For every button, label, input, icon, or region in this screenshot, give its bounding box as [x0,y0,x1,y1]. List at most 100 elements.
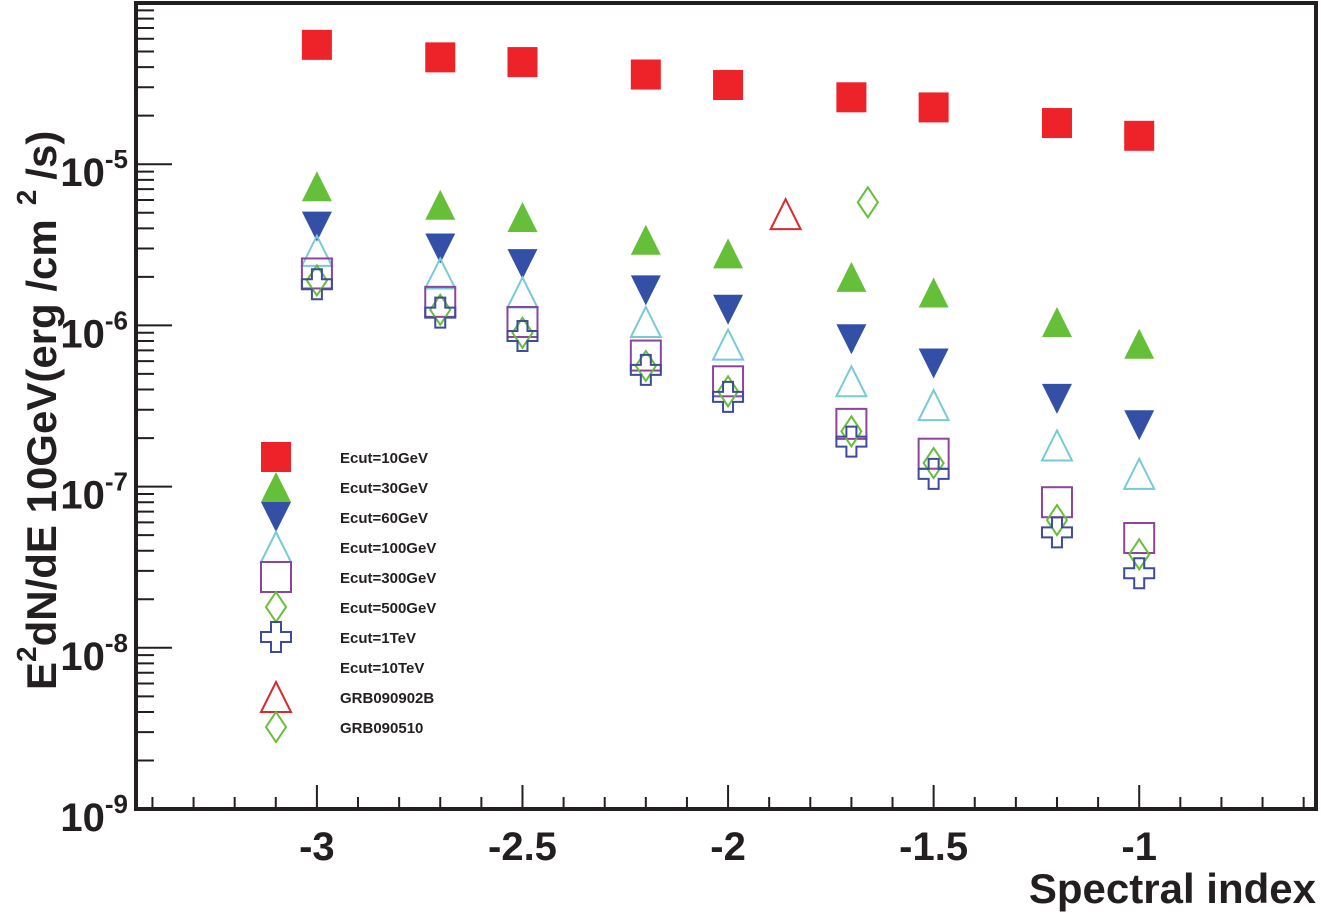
data-point [301,29,332,60]
y-title-sup2: 2 [11,190,42,206]
y-title-end: /s) [18,131,65,180]
data-point [917,387,951,422]
data-point [1041,383,1072,414]
data-point [506,319,539,352]
data-point [506,305,539,338]
y-tick-label: 10-8 [60,628,128,679]
x-tick-labels: -3 -2.5 -2 -1.5 -1 [299,825,1157,869]
data-point [301,171,332,202]
data-point [1041,306,1072,337]
data-point [917,437,950,470]
y-title-sup1: 2 [11,646,42,662]
data-point [1128,537,1151,572]
legend-entry: Ecut=10GeV [261,442,428,472]
svg-text:E2dN/dE 10GeV(erg /cm2/s): E2dN/dE 10GeV(erg /cm2/s) [11,131,65,690]
legend-entry: Ecut=1TeV [260,621,416,653]
data-point [1124,328,1155,359]
y-tick-exponent: -8 [105,628,128,658]
data-point [429,292,452,327]
data-point [1040,516,1073,549]
data-point [630,59,661,90]
series-ecut-1tev [300,268,1156,590]
legend-entry: Ecut=10TeV [340,660,424,677]
data-point [835,425,868,458]
y-tick-base: 10 [60,635,105,679]
y-tick-base: 10 [60,474,105,518]
grb-points [768,185,880,231]
series-ecut-10gev [301,29,1155,151]
grb-point-grb090510 [856,185,880,220]
data-point [1041,108,1072,139]
data-point [918,277,949,308]
y-tick-label: 10-9 [60,789,128,840]
data-point [840,414,863,449]
y-tick-labels: 10-510-610-710-810-9 [60,144,128,840]
data-point [922,446,945,480]
legend-marker [261,502,291,532]
data-point [300,268,333,301]
data-point [1123,521,1156,554]
data-point [1124,410,1155,441]
data-point [507,47,538,78]
data-point [836,324,867,355]
data-point [424,296,457,329]
legend-label: Ecut=30GeV [340,480,428,497]
data-point [834,364,869,398]
legend-marker [264,710,288,744]
data-point [1123,557,1156,590]
y-tick-exponent: -7 [105,467,128,497]
data-point [507,249,538,280]
data-point [835,407,868,440]
data-point [630,275,661,306]
x-tick-label: -2 [710,825,746,869]
x-axis-ticks [151,785,1305,809]
data-point [1040,428,1074,462]
y-tick-base: 10 [60,312,105,356]
y-tick-base: 10 [60,796,105,840]
data-point [301,211,332,242]
y-axis-title: E2dN/dE 10GeV(erg /cm2/s) [11,131,65,690]
data-point [511,315,534,350]
data-point [836,82,867,113]
data-point [425,233,456,264]
data-point [629,304,663,338]
data-point [713,238,744,269]
legend-label: Ecut=10GeV [340,450,428,467]
data-point [712,365,745,398]
legend-label: Ecut=1TeV [340,630,416,647]
x-tick-label: -1 [1121,825,1157,869]
grb-point-grb090902b [768,196,803,231]
data-point [713,294,744,325]
data-point [1124,120,1155,151]
data-point [424,285,457,318]
plot-frame [134,1,1318,811]
legend: Ecut=10GeV Ecut=30GeV Ecut=60GeV Ecut=100Ge… [259,442,436,744]
data-point [300,257,333,290]
series-ecut-300gev [300,257,1156,554]
data-point [712,380,745,413]
legend-marker [260,621,292,653]
y-axis-ticks [136,9,172,810]
y-tick-base: 10 [60,151,105,195]
legend-entry: Ecut=30GeV [261,472,428,502]
data-point [305,263,329,298]
x-tick-label: -2.5 [488,825,557,869]
data-point [1122,456,1156,490]
data-point [918,348,949,379]
data-series [300,29,1156,590]
series-ecut-60gev [301,211,1155,441]
y-tick-exponent: -6 [105,305,128,335]
legend-label: Ecut=500GeV [340,600,436,617]
legend-label: Ecut=100GeV [340,540,436,557]
y-title-main: E [18,662,65,690]
data-point [1045,503,1069,537]
y-tick-label: 10-5 [60,144,128,195]
legend-marker [261,442,291,472]
data-point [425,189,456,220]
legend-label: Ecut=60GeV [340,510,428,527]
legend-entry: Ecut=60GeV [261,502,428,532]
data-point [634,349,658,383]
data-point [716,374,740,409]
legend-label: Ecut=10TeV [340,660,424,677]
